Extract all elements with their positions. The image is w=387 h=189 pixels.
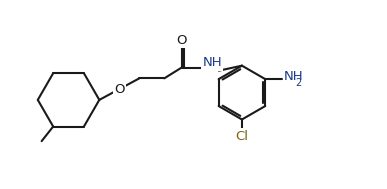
Text: O: O xyxy=(176,34,187,47)
Text: O: O xyxy=(114,83,125,96)
Text: 2: 2 xyxy=(295,78,301,88)
Text: NH: NH xyxy=(202,57,222,70)
Text: Cl: Cl xyxy=(235,129,248,143)
Text: NH: NH xyxy=(283,70,303,83)
